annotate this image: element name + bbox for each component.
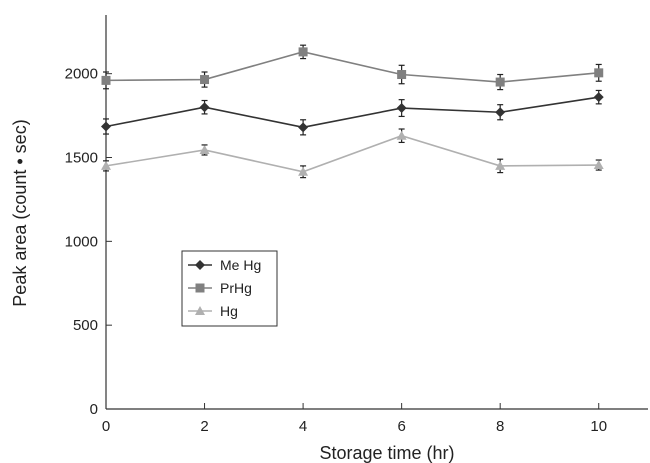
series-2 bbox=[101, 44, 604, 91]
data-point bbox=[593, 160, 604, 170]
y-tick-label: 2000 bbox=[65, 66, 98, 83]
x-tick-label: 2 bbox=[200, 418, 208, 435]
data-point bbox=[495, 160, 506, 170]
x-tick-label: 0 bbox=[102, 418, 110, 435]
data-point bbox=[101, 75, 111, 85]
x-tick-label: 8 bbox=[496, 418, 504, 435]
data-point bbox=[199, 144, 210, 154]
series-layer bbox=[101, 44, 604, 179]
legend-item: Me Hg bbox=[188, 257, 261, 273]
legend-marker bbox=[195, 283, 205, 293]
data-point bbox=[200, 75, 210, 85]
y-tick-label: 1500 bbox=[65, 150, 98, 167]
x-tick-label: 4 bbox=[299, 418, 307, 435]
data-point bbox=[101, 160, 111, 170]
data-point bbox=[396, 103, 407, 114]
data-point bbox=[298, 47, 308, 57]
y-axis-title: Peak area (count • sec) bbox=[10, 119, 30, 306]
data-point bbox=[594, 68, 604, 78]
legend: Me Hg PrHg Hg bbox=[181, 250, 278, 327]
axes bbox=[105, 15, 648, 410]
data-point bbox=[298, 166, 309, 176]
y-tick-label: 500 bbox=[73, 317, 98, 334]
data-point bbox=[101, 121, 111, 132]
legend-item: PrHg bbox=[188, 280, 252, 296]
series-line bbox=[105, 96, 599, 129]
legend-marker bbox=[195, 260, 205, 270]
y-ticks: 0 500 1000 1500 2000 bbox=[65, 66, 112, 418]
legend-marker bbox=[195, 306, 205, 315]
data-point bbox=[396, 130, 407, 140]
data-point bbox=[495, 77, 505, 87]
x-tick-label: 6 bbox=[397, 418, 405, 435]
y-tick-label: 1000 bbox=[65, 233, 98, 250]
legend-label: Me Hg bbox=[220, 257, 261, 273]
data-point bbox=[199, 102, 210, 113]
data-point bbox=[495, 107, 506, 118]
series-line bbox=[105, 51, 599, 83]
series-1 bbox=[101, 89, 604, 136]
x-axis-title: Storage time (hr) bbox=[319, 443, 454, 463]
x-ticks: 0 2 4 6 8 10 bbox=[102, 403, 607, 435]
legend-label: PrHg bbox=[220, 280, 252, 296]
x-tick-label: 10 bbox=[590, 418, 607, 435]
legend-label: Hg bbox=[220, 303, 238, 319]
data-point bbox=[298, 122, 309, 133]
legend-item: Hg bbox=[188, 303, 238, 319]
series-line bbox=[105, 134, 599, 173]
y-tick-label: 0 bbox=[90, 401, 98, 418]
series-3 bbox=[101, 128, 604, 179]
data-point bbox=[593, 92, 604, 103]
data-point bbox=[397, 70, 407, 80]
